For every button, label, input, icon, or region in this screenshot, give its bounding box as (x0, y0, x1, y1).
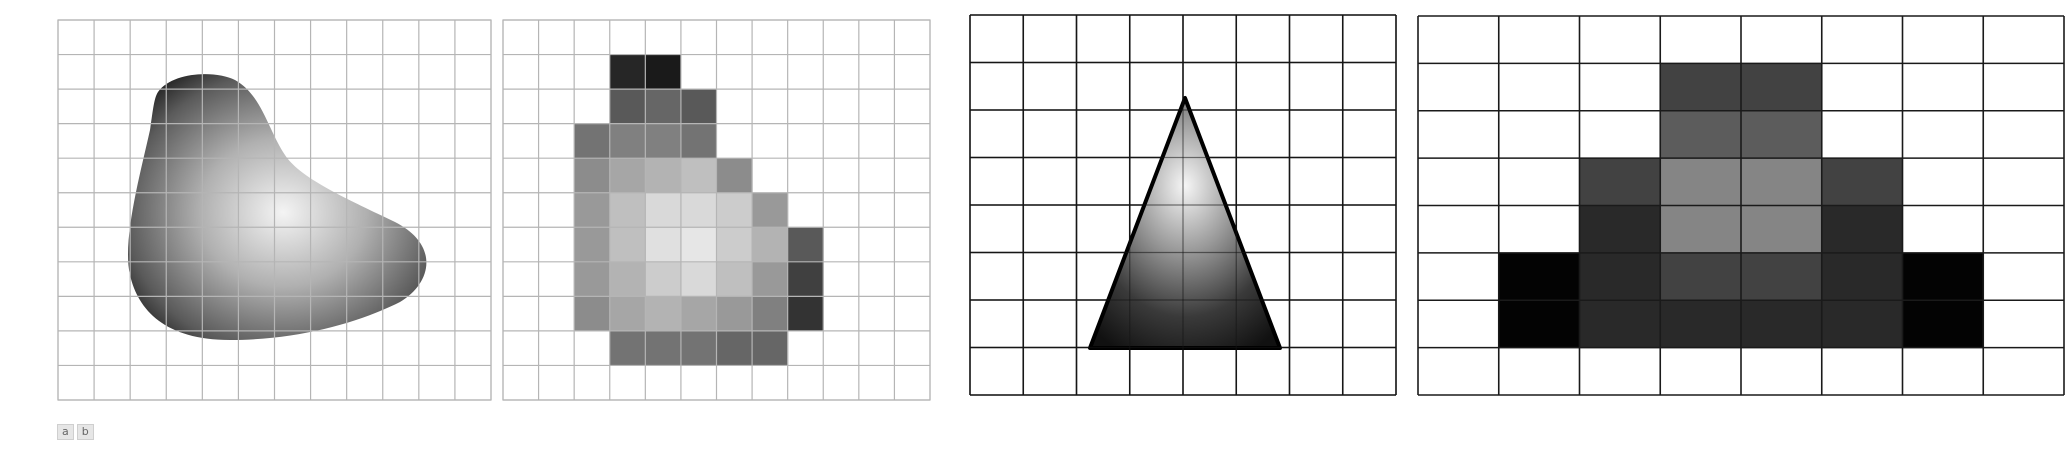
pixel-cell (680, 227, 717, 263)
pixel-cell (1741, 205, 1823, 254)
triangle-shape (1088, 96, 1282, 350)
panel-sampled-blob (502, 19, 931, 401)
panel-continuous-triangle (969, 14, 1397, 396)
pixel-cell (1821, 158, 1903, 206)
pixel-cell (1821, 300, 1903, 349)
pixel-cell (1660, 205, 1742, 254)
pixel-cell (645, 227, 682, 263)
pixel-cell (609, 89, 646, 125)
pixel-cell (609, 158, 646, 194)
pixel-cell (1902, 252, 1984, 301)
pixel-cell (752, 261, 789, 297)
panel-sampled-triangle (1417, 15, 2065, 396)
pixel-cell (680, 261, 717, 297)
pixel-cell (787, 261, 824, 297)
pixel-cell (574, 192, 611, 228)
pixel-cell (1660, 63, 1742, 112)
pixel-cell (1741, 252, 1823, 301)
pixel-cell (1579, 158, 1661, 206)
pixel-cell (609, 330, 646, 366)
pixel-cell (645, 192, 682, 228)
pixel-cell (752, 227, 789, 263)
pixel-cell (645, 158, 682, 194)
pixel-cell (609, 192, 646, 228)
pixel-cell (1821, 252, 1903, 301)
pixel-cell (680, 330, 717, 366)
pixel-cell (716, 296, 753, 332)
pixel-cell (680, 89, 717, 125)
pixel-cell (787, 296, 824, 332)
pixel-cell (752, 296, 789, 332)
pixel-cell (645, 330, 682, 366)
caption-label-b: b (76, 424, 94, 440)
pixel-cell (1741, 110, 1823, 159)
pixel-cell (716, 227, 753, 263)
pixel-cell (1741, 300, 1823, 349)
pixel-cell (574, 296, 611, 332)
pixel-cell (645, 261, 682, 297)
pixel-cell (1660, 252, 1742, 301)
pixel-cell (645, 296, 682, 332)
pixel-cell (574, 123, 611, 159)
pixel-cell (680, 158, 717, 194)
pixel-cell (680, 123, 717, 159)
pixel-cell (1579, 300, 1661, 349)
pixel-cell (716, 192, 753, 228)
pixel-cell (574, 261, 611, 297)
pixel-cell (752, 330, 789, 366)
pixel-cell (787, 227, 824, 263)
pixel-cell (1902, 300, 1984, 349)
sampled-triangle-cells (1498, 63, 1984, 349)
pixel-cell (1498, 300, 1580, 349)
caption-label-a: a (57, 424, 74, 440)
pixel-cell (1660, 110, 1742, 159)
pixel-cell (752, 192, 789, 228)
pixel-cell (1579, 252, 1661, 301)
pixel-cell (609, 261, 646, 297)
pixel-cell (1741, 63, 1823, 112)
pixel-cell (609, 54, 646, 90)
sampled-blob-cells (574, 54, 824, 366)
pixel-cell (680, 296, 717, 332)
pixel-cell (574, 158, 611, 194)
pixel-cell (680, 192, 717, 228)
pixel-cell (645, 123, 682, 159)
pixel-cell (716, 330, 753, 366)
pixel-cell (609, 296, 646, 332)
pixel-cell (609, 123, 646, 159)
coarse-grid-4 (1417, 15, 2065, 396)
pixel-cell (1579, 205, 1661, 254)
pixel-cell (1660, 300, 1742, 349)
pixel-cell (1660, 158, 1742, 206)
pixel-cell (716, 158, 753, 194)
pixel-cell (574, 227, 611, 263)
coarse-grid-3-overlay (969, 14, 1397, 396)
pixel-cell (716, 261, 753, 297)
panel-continuous-blob (57, 19, 492, 401)
pixel-cell (1741, 158, 1823, 206)
pixel-cell (645, 89, 682, 125)
pixel-cell (645, 54, 682, 90)
pixel-cell (1498, 252, 1580, 301)
pixel-cell (609, 227, 646, 263)
panel-caption: a b (57, 424, 94, 440)
pixel-cell (1821, 205, 1903, 254)
